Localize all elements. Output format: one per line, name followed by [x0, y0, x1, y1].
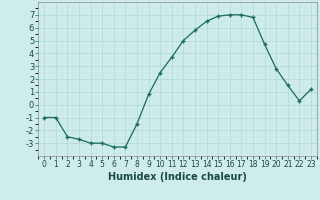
- X-axis label: Humidex (Indice chaleur): Humidex (Indice chaleur): [108, 172, 247, 182]
